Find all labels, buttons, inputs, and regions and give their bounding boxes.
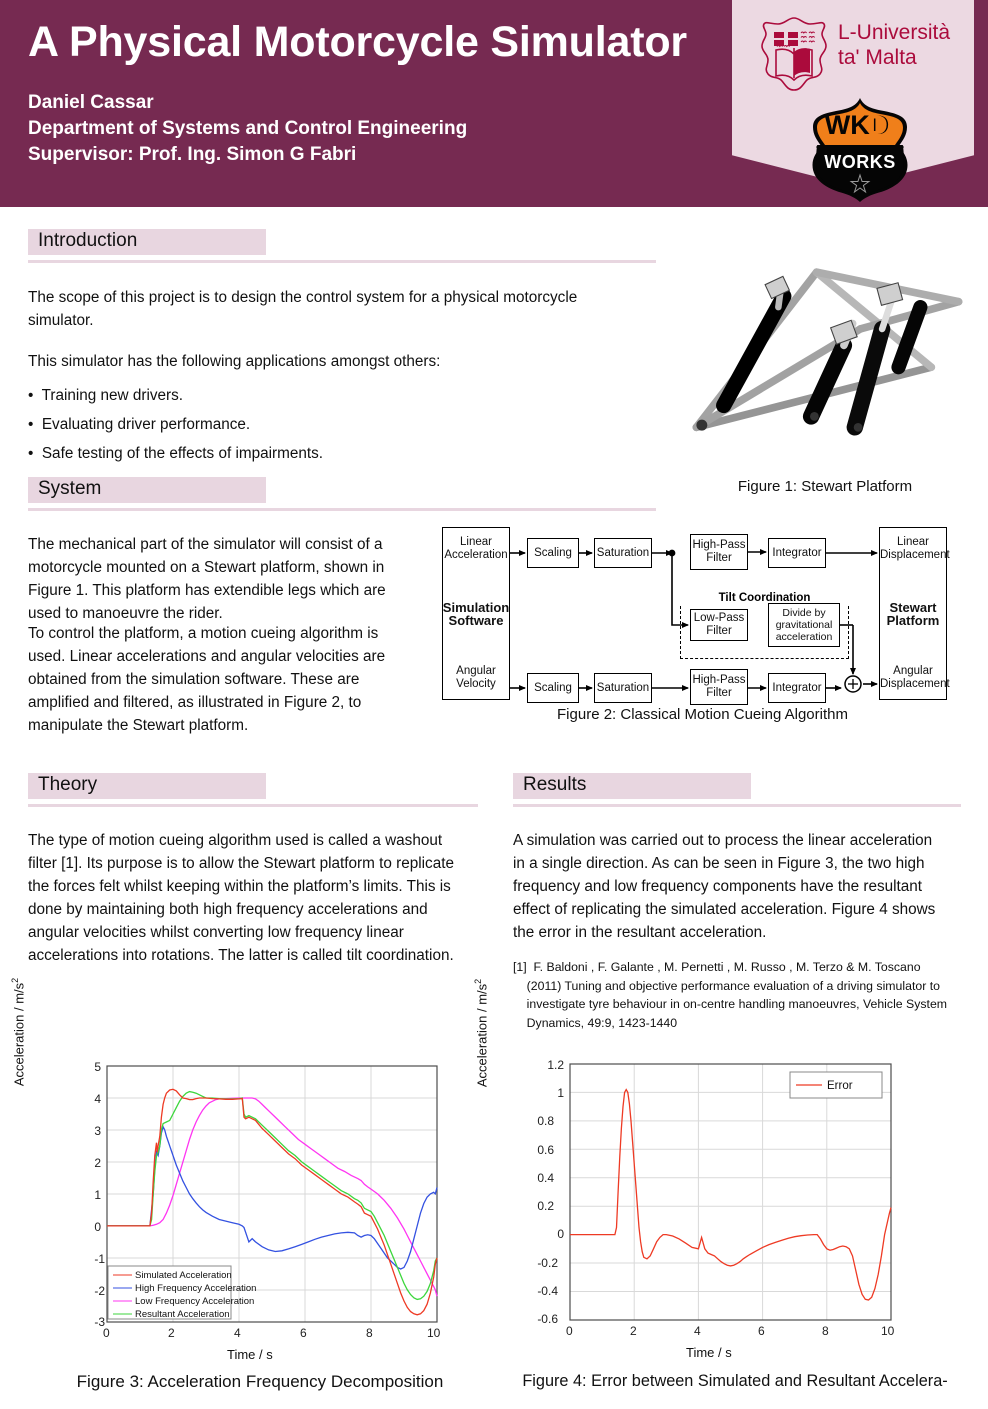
svg-text:Simulated Acceleration: Simulated Acceleration [135,1270,232,1281]
svg-text:Error: Error [827,1080,853,1092]
svg-text:Low Frequency Acceleration: Low Frequency Acceleration [135,1296,254,1307]
svg-text:Resultant Acceleration: Resultant Acceleration [135,1309,230,1320]
svg-text:High Frequency Acceleration: High Frequency Acceleration [135,1283,256,1294]
